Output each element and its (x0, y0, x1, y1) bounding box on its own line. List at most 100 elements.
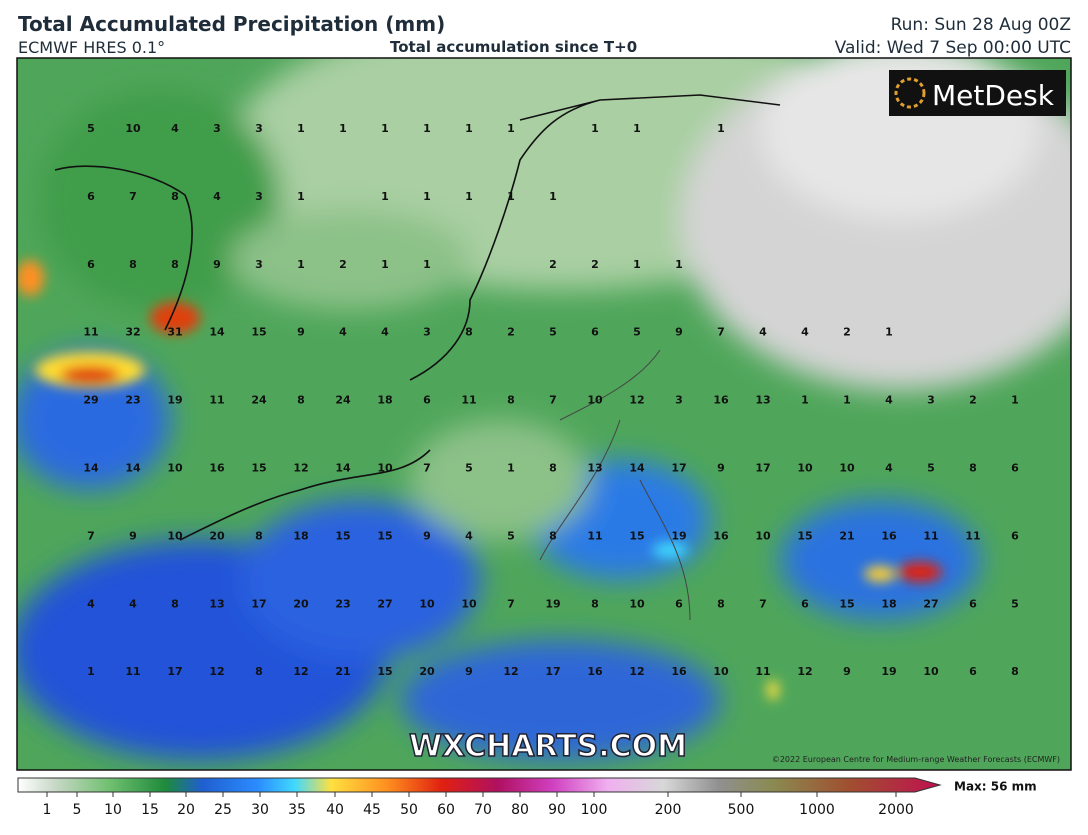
precip-value: 20 (419, 665, 435, 678)
precip-value: 16 (671, 665, 687, 678)
precip-value: 12 (293, 462, 308, 475)
coastline (54, 94, 781, 541)
precip-value: 17 (167, 665, 182, 678)
precip-value: 24 (251, 394, 267, 407)
precip-value: 12 (629, 665, 644, 678)
precip-value: 3 (675, 394, 683, 407)
precip-value: 8 (255, 665, 263, 678)
precip-value: 18 (377, 394, 392, 407)
precip-value: 10 (629, 597, 645, 610)
precip-value: 15 (251, 326, 266, 339)
precip-value: 1 (633, 122, 641, 135)
run-time: Run: Sun 28 Aug 00Z (890, 15, 1071, 35)
colorbar-label: 70 (474, 802, 492, 818)
precip-value: 15 (377, 529, 392, 542)
colorbar-label: 100 (581, 802, 608, 818)
precip-value: 1 (423, 258, 431, 271)
precip-value: 17 (755, 462, 770, 475)
precip-value: 21 (335, 665, 350, 678)
precip-value: 31 (167, 326, 182, 339)
colorbar-label: 60 (437, 802, 455, 818)
logo-text: MetDesk (932, 79, 1055, 112)
precip-value: 9 (843, 665, 851, 678)
precip-value: 11 (755, 665, 770, 678)
precip-value: 1 (507, 122, 515, 135)
precip-value: 5 (549, 326, 557, 339)
colorbar-label: 500 (728, 802, 755, 818)
precip-value: 6 (591, 326, 599, 339)
precip-value: 11 (923, 529, 938, 542)
precip-value: 8 (549, 462, 557, 475)
valid-time: Valid: Wed 7 Sep 00:00 UTC (834, 38, 1071, 58)
precip-value: 4 (87, 597, 95, 610)
precip-value: 1 (297, 258, 305, 271)
precip-value: 1 (381, 190, 389, 203)
precip-value: 20 (293, 597, 309, 610)
precip-value: 5 (1011, 597, 1019, 610)
precip-value: 1 (633, 258, 641, 271)
precip-value: 16 (587, 665, 603, 678)
precip-value: 9 (213, 258, 221, 271)
precip-value: 2 (969, 394, 977, 407)
colorbar-label: 50 (400, 802, 418, 818)
precip-value: 10 (713, 665, 729, 678)
precip-value: 4 (885, 462, 893, 475)
precip-field (17, 58, 1071, 770)
max-label: Max: 56 mm (954, 780, 1037, 794)
precip-value: 10 (755, 529, 771, 542)
precip-value: 8 (591, 597, 599, 610)
precip-value: 10 (377, 462, 393, 475)
precip-value: 18 (881, 597, 896, 610)
precip-value: 6 (675, 597, 683, 610)
precip-value: 12 (209, 665, 224, 678)
precip-value: 8 (549, 529, 557, 542)
precip-value: 1 (339, 122, 347, 135)
precip-value: 2 (591, 258, 599, 271)
watermark: WXCHARTS.COM (409, 729, 687, 764)
precip-value: 6 (1011, 462, 1019, 475)
precip-value: 5 (927, 462, 935, 475)
precip-value: 1 (885, 326, 893, 339)
precip-value: 6 (87, 258, 95, 271)
precip-value: 1 (87, 665, 95, 678)
colorbar-label: 20 (177, 802, 195, 818)
precip-value: 4 (759, 326, 767, 339)
colorbar (17, 777, 942, 793)
precip-value: 10 (419, 597, 435, 610)
precip-value: 8 (129, 258, 137, 271)
precip-value: 16 (209, 462, 225, 475)
precip-value: 23 (125, 394, 140, 407)
model: ECMWF HRES 0.1° (18, 38, 166, 57)
precip-value: 1 (381, 258, 389, 271)
colorbar-label: 1 (43, 802, 52, 818)
precip-value: 3 (423, 326, 431, 339)
precip-value: 4 (801, 326, 809, 339)
colorbar-label: 10 (104, 802, 122, 818)
precip-value: 8 (465, 326, 473, 339)
precip-value: 8 (255, 529, 263, 542)
precip-value: 1 (297, 122, 305, 135)
precip-value: 1 (591, 122, 599, 135)
precip-value: 5 (87, 122, 95, 135)
precip-value: 9 (675, 326, 683, 339)
precip-value: 6 (423, 394, 431, 407)
precip-value: 11 (461, 394, 476, 407)
precip-value: 16 (713, 394, 729, 407)
precip-value: 13 (209, 597, 224, 610)
precip-value: 29 (83, 394, 98, 407)
precip-value: 1 (507, 462, 515, 475)
precip-value: 20 (209, 529, 225, 542)
precip-value: 16 (713, 529, 729, 542)
subtitle: Total accumulation since T+0 (390, 38, 638, 56)
precip-value: 15 (377, 665, 392, 678)
precip-value: 1 (717, 122, 725, 135)
colorbar-label: 30 (251, 802, 269, 818)
precip-value: 1 (801, 394, 809, 407)
precip-value: 14 (125, 462, 141, 475)
precip-value: 7 (759, 597, 767, 610)
colorbar-label: 90 (548, 802, 566, 818)
precip-value: 15 (629, 529, 644, 542)
precip-value: 8 (1011, 665, 1019, 678)
precip-value: 1 (507, 190, 515, 203)
